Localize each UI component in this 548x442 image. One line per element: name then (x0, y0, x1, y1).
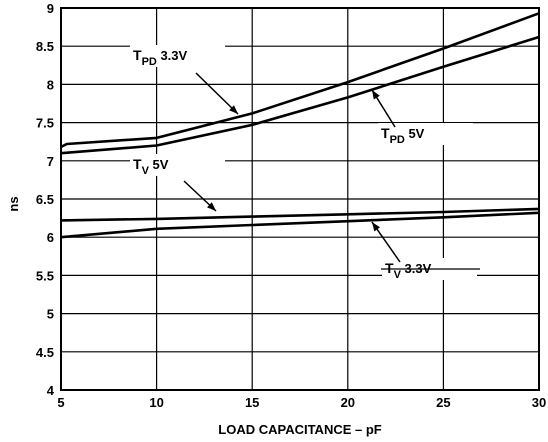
y-tick-label: 7.5 (36, 116, 54, 131)
label-backdrop (130, 45, 225, 67)
label-backdrop (130, 154, 225, 176)
series-label-1: TPD 5V (381, 125, 425, 146)
series-line-2 (60, 207, 540, 222)
series-label-3: TV 3.3V (385, 260, 432, 281)
x-tick-label: 25 (436, 395, 450, 410)
label-backdrop (378, 123, 473, 145)
y-tick-label: 6.5 (36, 192, 54, 207)
leader-line (195, 72, 239, 115)
x-tick-label: 15 (245, 395, 259, 410)
plot-frame (60, 7, 540, 391)
y-axis-label: ns (6, 196, 21, 211)
series-line-3 (60, 211, 540, 239)
series-lines (60, 12, 540, 239)
y-tick-label: 5.5 (36, 268, 54, 283)
leader-arrowhead (229, 105, 238, 114)
series-label-2: TV 5V (133, 156, 169, 177)
y-tick-label: 8 (47, 77, 54, 92)
x-tick-label: 5 (57, 395, 64, 410)
y-tick-label: 8.5 (36, 39, 54, 54)
y-tick-label: 4 (47, 383, 55, 398)
y-tick-labels: 4 4.5 5 5.5 6 6.5 7 7.5 8 8.5 9 (36, 1, 55, 398)
leader-arrowhead (372, 90, 380, 100)
x-axis-label: LOAD CAPACITANCE – pF (218, 422, 382, 437)
y-tick-label: 9 (47, 1, 54, 16)
y-tick-label: 7 (47, 154, 54, 169)
x-tick-labels: 5 10 15 20 25 30 (57, 395, 546, 410)
y-tick-label: 6 (47, 230, 54, 245)
series-label-0: TPD 3.3V (133, 47, 188, 68)
y-tick-label: 5 (47, 307, 54, 322)
x-tick-label: 10 (149, 395, 163, 410)
x-tick-label: 30 (532, 395, 546, 410)
series-line-1 (60, 35, 540, 155)
series-line-0 (60, 12, 540, 149)
series-annotations: TPD 3.3V TPD 5V TV 5V TV 3.3V (130, 45, 480, 281)
x-tick-label: 20 (341, 395, 355, 410)
leader-arrowhead (372, 222, 381, 232)
y-tick-label: 4.5 (36, 345, 54, 360)
leader-arrowhead (207, 202, 216, 211)
